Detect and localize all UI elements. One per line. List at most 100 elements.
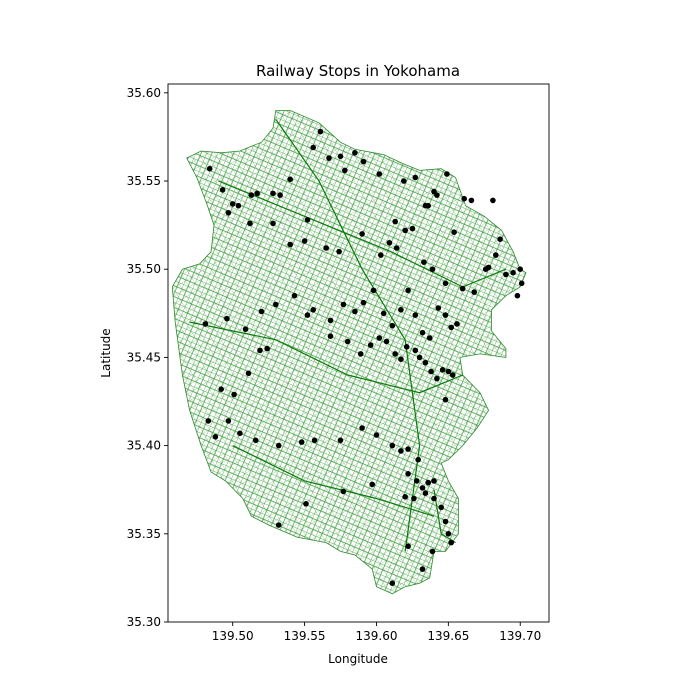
railway-stop-marker xyxy=(392,218,399,225)
railway-stop-marker xyxy=(310,144,317,151)
railway-stop-marker xyxy=(378,252,384,258)
railway-stop-marker xyxy=(405,471,411,477)
railway-stop-marker xyxy=(398,448,404,454)
railway-stop-marker xyxy=(459,285,466,292)
railway-stop-marker xyxy=(442,518,449,525)
railway-stop-marker xyxy=(231,391,237,398)
railway-stop-marker xyxy=(398,307,404,313)
railway-stop-marker xyxy=(439,367,446,373)
railway-stop-marker xyxy=(304,312,311,318)
railway-stop-marker xyxy=(493,252,499,258)
railway-stop-marker xyxy=(411,495,417,502)
railway-stop-marker xyxy=(451,229,457,235)
x-tick-label: 139.65 xyxy=(427,629,469,643)
railway-stop-marker xyxy=(360,299,367,306)
railway-stop-marker xyxy=(431,478,437,484)
railway-stop-marker xyxy=(468,197,475,204)
railway-stop-marker xyxy=(442,312,449,318)
railway-stop-marker xyxy=(340,488,347,495)
railway-stop-marker xyxy=(444,171,450,177)
railway-stop-marker xyxy=(401,178,407,184)
railway-stop-marker xyxy=(454,321,460,327)
railway-stop-marker xyxy=(386,240,393,246)
railway-stop-marker xyxy=(514,292,521,299)
railway-stop-marker xyxy=(252,437,259,444)
railway-stop-marker xyxy=(270,220,276,227)
railway-stop-marker xyxy=(405,446,411,452)
railway-stop-marker xyxy=(344,338,351,345)
y-axis-label: Latitude xyxy=(99,328,113,377)
railway-stop-marker xyxy=(419,485,426,491)
railway-stop-marker xyxy=(442,280,449,287)
railway-stop-marker xyxy=(310,307,317,313)
railway-stop-marker xyxy=(317,128,324,135)
railway-stop-marker xyxy=(422,359,429,366)
y-tick-label: 35.55 xyxy=(127,174,161,188)
railway-stop-marker xyxy=(448,324,455,331)
railway-stop-marker xyxy=(448,539,455,546)
major-road xyxy=(218,180,507,288)
railway-stop-marker xyxy=(503,271,509,278)
y-tick-label: 35.30 xyxy=(127,615,161,629)
railway-stop-marker xyxy=(336,248,342,255)
railway-stop-marker xyxy=(225,210,232,216)
railway-stop-marker xyxy=(287,176,294,183)
railway-stop-marker xyxy=(275,442,282,449)
railway-stop-marker xyxy=(337,153,344,160)
railway-stops xyxy=(202,128,525,586)
plot-area xyxy=(171,110,527,595)
railway-stop-marker xyxy=(277,192,283,198)
railway-stop-marker xyxy=(435,305,442,311)
y-tick-label: 35.50 xyxy=(127,262,161,276)
railway-stop-marker xyxy=(287,241,294,248)
railway-stop-marker xyxy=(389,580,396,586)
railway-stop-marker xyxy=(291,292,298,299)
railway-stop-marker xyxy=(304,217,311,223)
y-tick-label: 35.60 xyxy=(127,86,161,100)
railway-stop-marker xyxy=(245,370,252,377)
railway-stop-marker xyxy=(412,312,419,318)
railway-stop-marker xyxy=(273,301,279,308)
railway-stop-marker xyxy=(412,347,419,354)
railway-stop-marker xyxy=(247,220,253,227)
railway-stop-marker xyxy=(376,171,383,177)
railway-stop-marker xyxy=(257,347,263,354)
railway-stop-marker xyxy=(380,310,387,317)
railway-stop-marker xyxy=(326,155,332,161)
x-tick-label: 139.55 xyxy=(284,629,326,643)
railway-stop-marker xyxy=(461,195,468,202)
railway-stop-marker xyxy=(425,202,432,209)
railway-stop-marker xyxy=(518,280,525,287)
railway-stop-marker xyxy=(327,333,334,340)
railway-stop-marker xyxy=(434,375,440,382)
road-network-texture xyxy=(172,110,527,594)
railway-stop-marker xyxy=(415,456,422,463)
railway-stop-marker xyxy=(403,344,410,350)
railway-stop-marker xyxy=(445,368,452,375)
railway-stop-marker xyxy=(373,432,380,438)
railway-stop-marker xyxy=(497,236,503,242)
railway-stop-marker xyxy=(202,321,209,327)
y-tick-label: 35.35 xyxy=(127,527,161,541)
railway-stop-marker xyxy=(258,308,265,315)
x-tick-label: 139.70 xyxy=(499,629,541,643)
railway-stop-marker xyxy=(376,335,383,341)
railway-stop-marker xyxy=(205,418,212,424)
railway-stop-marker xyxy=(389,442,396,449)
railway-stop-marker xyxy=(429,266,436,273)
railway-stop-marker xyxy=(237,430,243,437)
major-road xyxy=(189,321,463,394)
y-axis: 35.30 35.35 35.40 35.45 35.50 35.55 35.60 xyxy=(127,86,168,629)
railway-stop-marker xyxy=(398,356,404,363)
railway-stop-marker xyxy=(449,372,456,378)
railway-stop-marker xyxy=(303,501,309,507)
railway-stop-marker xyxy=(369,481,376,488)
railway-stop-marker xyxy=(359,231,365,237)
railway-stop-marker xyxy=(428,368,434,375)
railway-stop-marker xyxy=(389,322,396,329)
railway-stop-marker xyxy=(485,264,492,271)
x-axis-label: Longitude xyxy=(328,652,388,666)
railway-stop-marker xyxy=(422,490,429,497)
railway-stop-marker xyxy=(352,308,358,315)
